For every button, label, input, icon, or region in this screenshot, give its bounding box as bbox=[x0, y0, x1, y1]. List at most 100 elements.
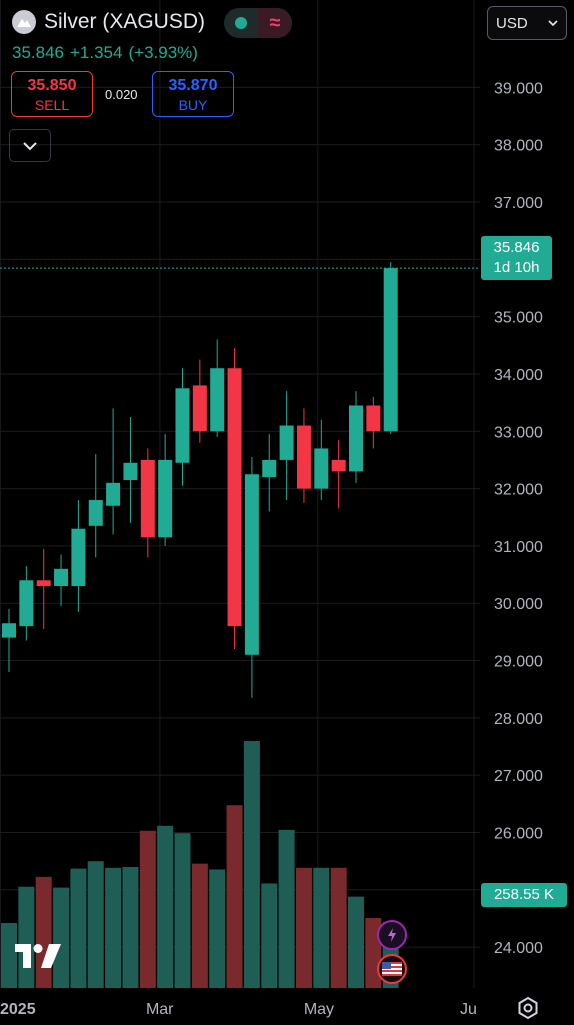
volume-bar bbox=[87, 861, 104, 988]
candle-body bbox=[175, 388, 190, 463]
candle bbox=[88, 454, 103, 558]
volume-bar bbox=[105, 867, 122, 988]
time-tick-label: Ju bbox=[460, 1001, 477, 1018]
candle-body bbox=[331, 459, 346, 472]
volume-bar bbox=[226, 805, 243, 988]
candle bbox=[314, 419, 329, 501]
candle-body bbox=[71, 528, 86, 587]
us-flag-icon[interactable] bbox=[377, 954, 407, 984]
candle bbox=[158, 434, 173, 546]
volume-bar bbox=[278, 829, 295, 988]
price-tick-label: 37.000 bbox=[494, 195, 543, 212]
time-tick-label: 2025 bbox=[0, 1001, 36, 1018]
candle-body bbox=[262, 459, 277, 478]
market-open-dot-icon bbox=[235, 17, 247, 29]
tradingview-logo-icon[interactable] bbox=[15, 944, 61, 973]
candle bbox=[36, 548, 51, 629]
candle-body bbox=[279, 425, 294, 460]
candle-body bbox=[366, 405, 381, 432]
candle bbox=[296, 408, 311, 503]
time-tick-label: May bbox=[304, 1001, 334, 1018]
candle bbox=[366, 396, 381, 449]
candle bbox=[175, 368, 190, 486]
candle-body bbox=[158, 459, 173, 538]
price-tick-label: 26.000 bbox=[494, 825, 543, 842]
price-tick-label: 34.000 bbox=[494, 367, 543, 384]
candle-body bbox=[296, 425, 311, 489]
symbol-header[interactable]: Silver (XAGUSD) bbox=[12, 10, 205, 34]
candle-body bbox=[2, 623, 16, 638]
candle bbox=[106, 408, 121, 535]
currency-value: USD bbox=[496, 14, 528, 32]
quote-line: 35.846 +1.354 (+3.93%) bbox=[12, 43, 204, 63]
price-axis: 24.00025.00026.00027.00028.00029.00030.0… bbox=[494, 80, 543, 957]
market-status-pill[interactable]: ≈ bbox=[224, 8, 292, 38]
candle-body bbox=[314, 448, 329, 489]
expand-legend-button[interactable] bbox=[9, 129, 51, 162]
volume-bar bbox=[174, 833, 191, 988]
lightning-icon[interactable] bbox=[377, 920, 407, 950]
settings-icon[interactable] bbox=[516, 996, 540, 1025]
volume-bar bbox=[139, 830, 156, 988]
candle bbox=[262, 434, 277, 512]
candle-body bbox=[349, 405, 363, 472]
price-tick-label: 28.000 bbox=[494, 711, 543, 728]
sell-price: 35.850 bbox=[27, 77, 77, 94]
chevron-down-icon bbox=[23, 141, 37, 150]
time-axis: 2025 Mar May Ju bbox=[0, 1001, 477, 1018]
candle bbox=[192, 359, 207, 443]
spread-value: 0.020 bbox=[105, 87, 138, 102]
volume-bar bbox=[157, 825, 174, 988]
volume-tag: 258.55 K bbox=[481, 883, 567, 907]
chevron-down-icon bbox=[548, 20, 558, 26]
candle-body bbox=[244, 474, 259, 655]
candles bbox=[2, 262, 398, 698]
bar-countdown: 1d 10h bbox=[493, 259, 540, 276]
price-tick-label: 39.000 bbox=[494, 80, 543, 97]
time-tick-label: Mar bbox=[146, 1001, 174, 1018]
volume-bar bbox=[53, 887, 70, 988]
volume-bars bbox=[1, 741, 399, 988]
candle bbox=[71, 500, 86, 612]
sell-button[interactable]: 35.850 SELL bbox=[11, 71, 93, 117]
candle-body bbox=[227, 368, 242, 627]
price-change-percent: (+3.93%) bbox=[128, 43, 198, 62]
buy-button[interactable]: 35.870 BUY bbox=[152, 71, 234, 117]
candle-body bbox=[54, 568, 69, 587]
volume-bar bbox=[261, 883, 278, 988]
candle-body bbox=[210, 368, 225, 432]
candle bbox=[54, 554, 69, 607]
candle-body bbox=[192, 385, 207, 432]
candle-body bbox=[88, 500, 103, 526]
candle bbox=[331, 439, 346, 509]
volume-bar bbox=[313, 867, 330, 988]
price-tick-label: 33.000 bbox=[494, 424, 543, 441]
volume-bar bbox=[122, 866, 139, 988]
candle bbox=[279, 391, 294, 501]
candle-body bbox=[19, 580, 34, 627]
volume-bar bbox=[243, 741, 260, 988]
price-tick-label: 27.000 bbox=[494, 768, 543, 785]
candle-body bbox=[106, 482, 121, 506]
price-tick-label: 32.000 bbox=[494, 482, 543, 499]
price-tick-label: 24.000 bbox=[494, 940, 543, 957]
currency-select[interactable]: USD bbox=[487, 6, 567, 40]
volume-bar bbox=[70, 868, 87, 988]
candle bbox=[140, 448, 155, 558]
price-tick-label: 38.000 bbox=[494, 138, 543, 155]
last-price: 35.846 bbox=[12, 43, 64, 62]
price-tick-label: 31.000 bbox=[494, 539, 543, 556]
candle-body bbox=[36, 580, 51, 587]
last-price-tag: 35.846 1d 10h bbox=[481, 236, 552, 280]
volume-bar bbox=[1, 922, 17, 988]
candle bbox=[383, 262, 398, 435]
price-tick-label: 35.000 bbox=[494, 310, 543, 327]
candle-body bbox=[383, 268, 398, 432]
candle-body bbox=[123, 462, 138, 480]
price-change: +1.354 bbox=[70, 43, 123, 62]
volume-bar bbox=[348, 896, 364, 988]
sell-label: SELL bbox=[34, 97, 70, 113]
candle bbox=[349, 391, 363, 483]
last-price-tag-value: 35.846 bbox=[493, 239, 540, 256]
